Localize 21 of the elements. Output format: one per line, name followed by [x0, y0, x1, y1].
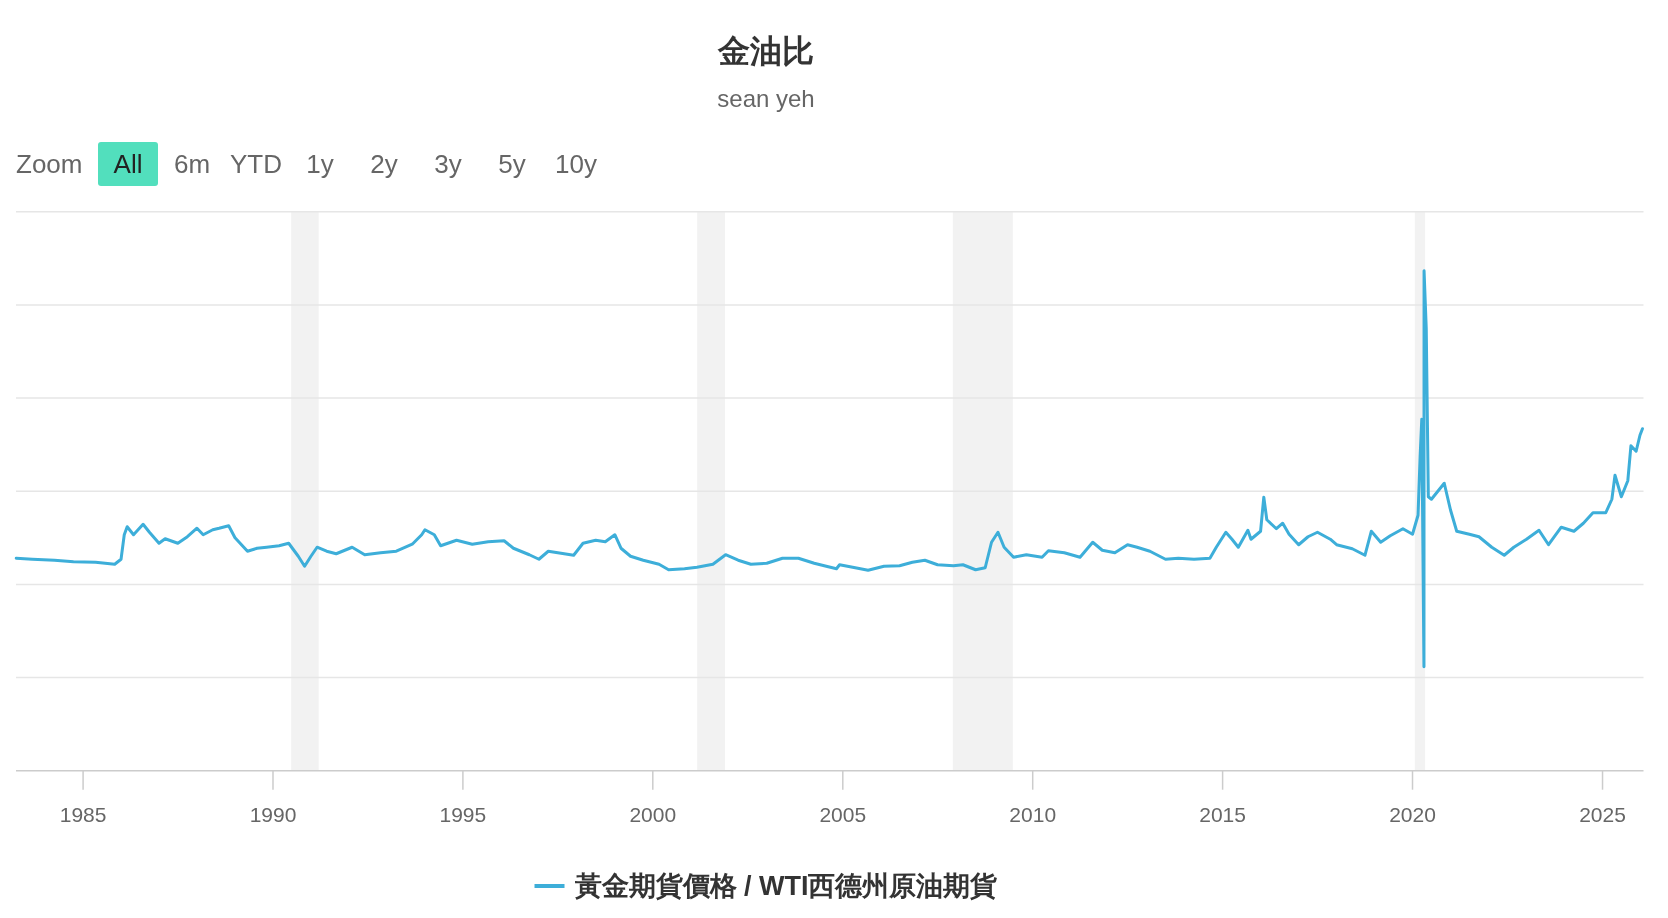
x-tick-label: 2025: [1579, 803, 1626, 826]
subtitle: sean yeh: [717, 85, 815, 112]
x-tick-label: 2015: [1199, 803, 1246, 826]
x-tick-label: 2005: [819, 803, 867, 826]
range-button-label: 6m: [173, 149, 211, 179]
x-tick-label: 1995: [439, 803, 487, 826]
range-button-label: 3y: [434, 149, 462, 179]
x-tick-label: 2010: [1009, 803, 1057, 826]
range-button-label: 10y: [555, 149, 597, 179]
title: 金油比: [718, 33, 814, 69]
legend-label: 黃金期貨價格 / WTI西德州原油期貨: [574, 871, 998, 901]
x-tick-label: 2000: [629, 803, 677, 826]
range-button-label: YTD: [230, 149, 282, 179]
x-tick-label: 1985: [59, 803, 107, 826]
x-tick-label: 2020: [1389, 803, 1436, 826]
range-button-label: 5y: [498, 149, 526, 179]
zoom-label: Zoom: [16, 149, 83, 179]
range-button-label: All: [113, 149, 143, 179]
range-button-label: 1y: [306, 149, 334, 179]
x-tick-label: 1990: [249, 803, 297, 826]
range-button-label: 2y: [370, 149, 398, 179]
